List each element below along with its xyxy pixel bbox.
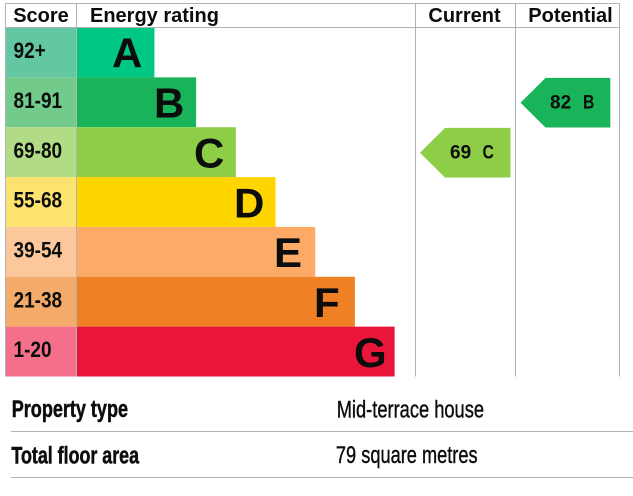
svg-text:21-38: 21-38	[14, 288, 63, 313]
svg-text:E: E	[274, 229, 302, 276]
svg-text:Score: Score	[13, 5, 69, 27]
svg-text:B: B	[583, 91, 594, 113]
svg-text:39-54: 39-54	[14, 238, 63, 263]
svg-text:F: F	[314, 279, 340, 326]
svg-text:1-20: 1-20	[14, 338, 52, 363]
svg-text:82: 82	[550, 93, 571, 114]
svg-text:Property type: Property type	[12, 397, 128, 423]
svg-text:Potential: Potential	[528, 5, 612, 27]
svg-text:C: C	[483, 141, 495, 163]
svg-text:69-80: 69-80	[14, 139, 63, 164]
svg-text:A: A	[112, 30, 142, 77]
svg-text:81-91: 81-91	[14, 89, 63, 114]
svg-text:92+: 92+	[14, 39, 46, 64]
svg-text:D: D	[234, 179, 264, 226]
svg-text:55-68: 55-68	[14, 188, 63, 213]
svg-text:B: B	[154, 80, 184, 127]
svg-text:79 square metres: 79 square metres	[336, 441, 478, 468]
svg-text:Mid-terrace house: Mid-terrace house	[337, 396, 484, 423]
svg-text:G: G	[354, 329, 387, 376]
svg-text:Energy rating: Energy rating	[90, 5, 219, 27]
svg-text:Total floor area: Total floor area	[11, 443, 139, 469]
svg-text:69: 69	[450, 143, 471, 164]
svg-text:Current: Current	[428, 5, 501, 27]
svg-text:C: C	[194, 129, 224, 176]
